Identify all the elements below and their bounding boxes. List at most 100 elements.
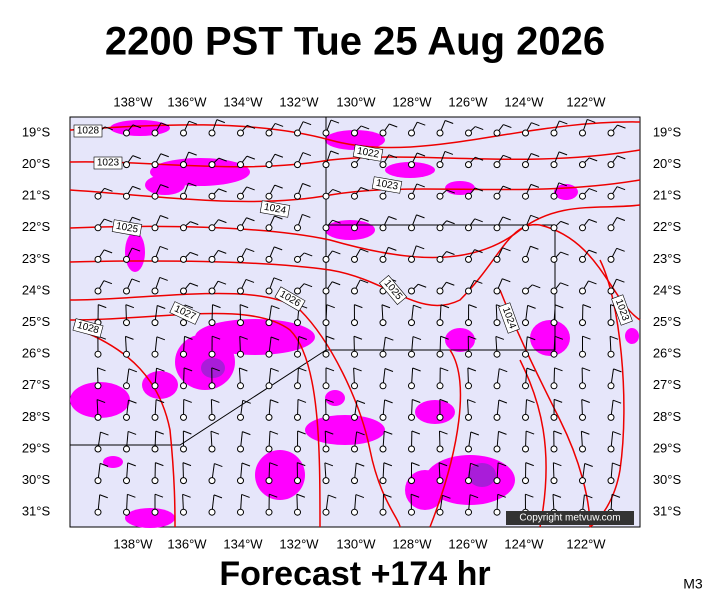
barb-flag bbox=[446, 281, 455, 286]
barb-flag bbox=[418, 283, 427, 288]
station bbox=[208, 508, 216, 516]
barb-flag bbox=[502, 185, 512, 190]
station bbox=[208, 445, 216, 453]
station bbox=[180, 413, 187, 421]
barb-flag bbox=[553, 430, 562, 435]
station bbox=[322, 255, 330, 263]
station bbox=[322, 445, 330, 453]
station bbox=[379, 224, 387, 232]
station bbox=[436, 319, 444, 327]
barb-flag bbox=[154, 493, 164, 498]
longitude-label: 130°W bbox=[336, 94, 376, 109]
station bbox=[607, 413, 615, 421]
barb-flag bbox=[127, 462, 136, 467]
isobar-label-box bbox=[73, 124, 103, 138]
latitude-label: 22°S bbox=[22, 219, 51, 234]
barb-flag bbox=[444, 150, 454, 155]
station bbox=[607, 382, 615, 390]
forecast-hour: Forecast +174 hr bbox=[219, 555, 490, 593]
barb-flag bbox=[188, 151, 197, 156]
barb-flag bbox=[188, 120, 198, 125]
station bbox=[607, 161, 615, 169]
station bbox=[351, 287, 358, 295]
isobar-label-box bbox=[371, 176, 403, 194]
station bbox=[579, 445, 586, 453]
barb-flag bbox=[156, 367, 165, 372]
barb-flag bbox=[302, 183, 311, 187]
barb-flag bbox=[498, 430, 507, 435]
barb-flag bbox=[155, 462, 164, 467]
barb-flag bbox=[588, 249, 597, 254]
barb-flag bbox=[160, 122, 170, 127]
barb-flag bbox=[474, 187, 484, 192]
station bbox=[237, 255, 244, 263]
barb-flag bbox=[526, 367, 536, 372]
barb-flag bbox=[613, 368, 622, 373]
barb-flag bbox=[245, 278, 255, 283]
station bbox=[94, 192, 102, 200]
barb-flag bbox=[211, 335, 221, 340]
barb-flag bbox=[388, 216, 397, 220]
barb-flag bbox=[560, 282, 569, 287]
barb-flag bbox=[331, 281, 341, 286]
station bbox=[522, 255, 529, 263]
latitude-label: 20°S bbox=[22, 156, 51, 171]
barb-flag bbox=[246, 186, 255, 191]
station bbox=[123, 508, 130, 516]
station bbox=[493, 287, 501, 295]
barb-flag bbox=[530, 153, 540, 157]
barb-flag bbox=[132, 185, 141, 190]
station bbox=[351, 319, 358, 327]
barb-flag bbox=[330, 150, 339, 155]
station bbox=[408, 255, 415, 263]
barb-flag bbox=[474, 156, 484, 161]
barb-flag bbox=[554, 367, 563, 372]
barb-flag bbox=[617, 124, 626, 129]
barb-flag bbox=[354, 304, 363, 309]
station bbox=[579, 287, 586, 295]
station bbox=[579, 161, 586, 169]
barb-flag bbox=[525, 462, 534, 467]
station bbox=[522, 192, 529, 200]
station bbox=[180, 129, 187, 137]
barb-flag bbox=[468, 304, 477, 309]
barb-flag bbox=[588, 188, 598, 193]
station bbox=[208, 287, 216, 295]
station bbox=[180, 287, 187, 295]
station bbox=[465, 477, 472, 485]
barb-flag bbox=[530, 183, 540, 188]
station bbox=[408, 477, 415, 485]
barb-flag bbox=[246, 217, 255, 222]
station bbox=[522, 287, 529, 295]
barb-flag bbox=[411, 462, 420, 467]
barb-flag bbox=[273, 277, 283, 282]
barb-flag bbox=[270, 336, 280, 341]
latitude-label: 29°S bbox=[653, 440, 682, 455]
barb-flag bbox=[384, 368, 394, 372]
isobar-label: 1028 bbox=[77, 126, 100, 137]
station bbox=[493, 413, 501, 421]
barb-flag bbox=[467, 399, 476, 404]
station bbox=[208, 382, 216, 390]
barb-flag bbox=[241, 462, 251, 467]
station bbox=[550, 413, 558, 421]
station bbox=[151, 192, 159, 200]
isobar-label: 1025 bbox=[115, 221, 139, 236]
station bbox=[180, 192, 187, 200]
station bbox=[208, 350, 216, 358]
barb-flag bbox=[326, 304, 335, 309]
barb-flag bbox=[388, 246, 397, 251]
station bbox=[94, 255, 102, 263]
barb-flag bbox=[330, 119, 340, 124]
station bbox=[322, 192, 330, 200]
barb-flag bbox=[582, 304, 592, 309]
barb-flag bbox=[103, 249, 113, 254]
station bbox=[208, 192, 216, 200]
barb-flag bbox=[246, 124, 256, 129]
latitude-label: 20°S bbox=[653, 156, 682, 171]
station bbox=[493, 477, 501, 485]
isobar-label-box bbox=[72, 318, 104, 338]
station bbox=[522, 445, 529, 453]
barb-flag bbox=[412, 367, 421, 372]
barb-flag bbox=[440, 367, 449, 372]
